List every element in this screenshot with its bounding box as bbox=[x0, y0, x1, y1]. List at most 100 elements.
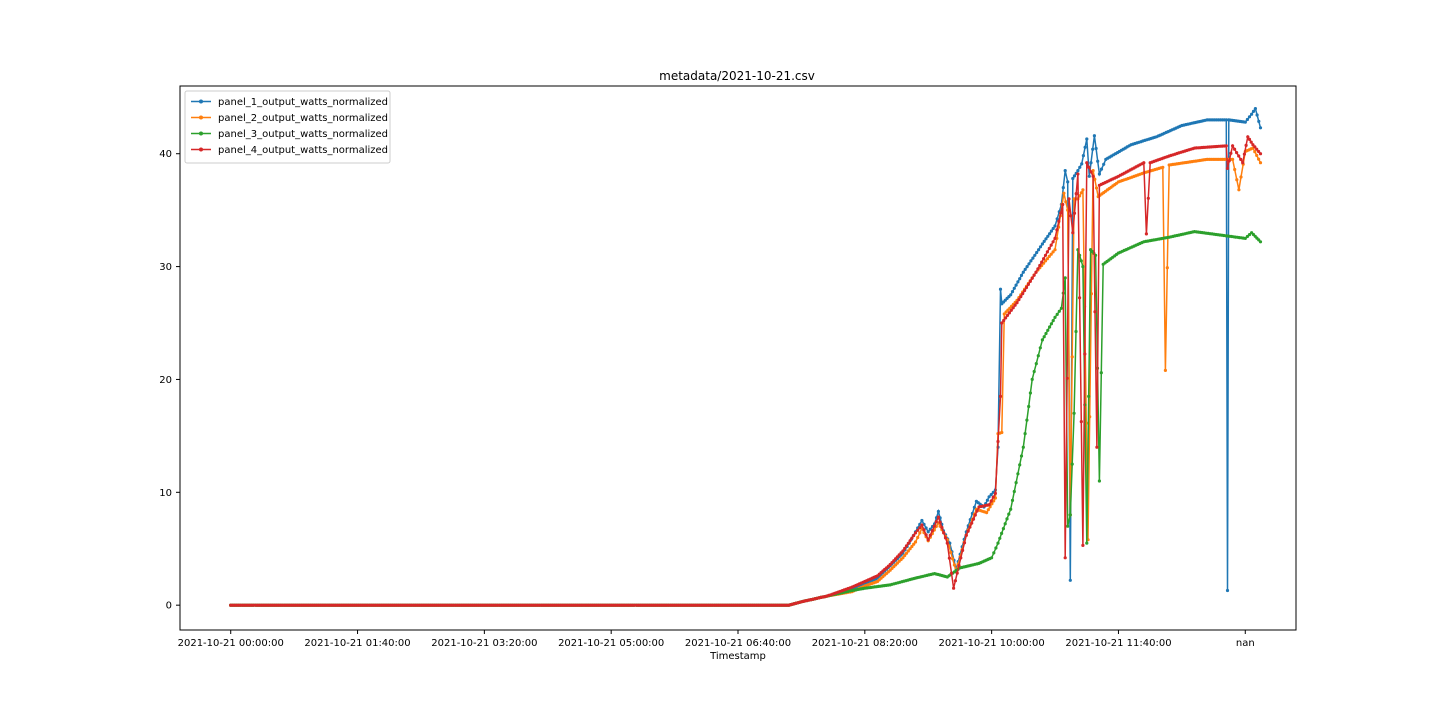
series-1-point bbox=[936, 509, 941, 514]
y-tick-label: 40 bbox=[159, 149, 172, 160]
series-4-point bbox=[1023, 288, 1027, 293]
x-tick-label: 2021-10-21 05:00:00 bbox=[558, 638, 664, 649]
series-4-point bbox=[913, 531, 918, 535]
series-4-point bbox=[1026, 282, 1030, 286]
series-1-point bbox=[1258, 126, 1263, 130]
series-2-point bbox=[1062, 191, 1066, 195]
series-3-point bbox=[1085, 541, 1089, 545]
series-3-point bbox=[1079, 259, 1083, 263]
series-4-point bbox=[926, 538, 930, 542]
series-4-point bbox=[1040, 260, 1044, 264]
series-1-point bbox=[1014, 283, 1018, 287]
series-3 bbox=[229, 230, 1263, 607]
series-4-point bbox=[942, 531, 946, 535]
series-4-point bbox=[1038, 263, 1042, 268]
series-2-point bbox=[1233, 167, 1237, 172]
series-1-point bbox=[1068, 578, 1072, 582]
series-4-point bbox=[934, 520, 938, 524]
series-4-point bbox=[1057, 219, 1061, 223]
series-1-point bbox=[985, 498, 990, 502]
series-4-point bbox=[922, 528, 926, 532]
series-1-point bbox=[1035, 250, 1039, 255]
series-4-point bbox=[1242, 152, 1246, 156]
series-3-point bbox=[1243, 236, 1247, 240]
series-4-point bbox=[1045, 250, 1049, 254]
series-3-point bbox=[1072, 411, 1076, 415]
series-2-point bbox=[1237, 188, 1241, 192]
x-axis: 2021-10-21 00:00:00 2021-10-21 01:40:00 20… bbox=[178, 630, 1255, 649]
series-4-point bbox=[1255, 147, 1259, 151]
series-4-point bbox=[920, 523, 924, 527]
series-3-point bbox=[1012, 489, 1016, 494]
series-2-point bbox=[1043, 259, 1048, 263]
series-4-point bbox=[1005, 313, 1010, 317]
legend-frame bbox=[184, 90, 391, 164]
series-4-point bbox=[910, 536, 914, 540]
series-4 bbox=[229, 134, 1263, 607]
series-2-point bbox=[1045, 257, 1049, 261]
series-3-point bbox=[1032, 369, 1036, 374]
x-tick-label: 2021-10-21 08:20:00 bbox=[812, 638, 918, 649]
series-3-point bbox=[1046, 328, 1050, 332]
series-4-point bbox=[1047, 246, 1051, 251]
series-4-point bbox=[1043, 253, 1048, 257]
series-1-point bbox=[1243, 120, 1247, 124]
series-4-point bbox=[938, 520, 942, 524]
series-1-point bbox=[1048, 232, 1052, 236]
series-1-point bbox=[1018, 277, 1022, 281]
series-4-point bbox=[1036, 267, 1040, 271]
series-1-point bbox=[1096, 159, 1100, 163]
series-4-point bbox=[1081, 543, 1085, 548]
series-4-point bbox=[1235, 151, 1239, 155]
series-4-point bbox=[1015, 301, 1019, 305]
series-3-point bbox=[1048, 325, 1052, 329]
series-2-point bbox=[951, 557, 955, 561]
series-3-point bbox=[1023, 432, 1027, 436]
series-1-point bbox=[1247, 115, 1252, 119]
series-1-point bbox=[1253, 107, 1257, 111]
series-4-point bbox=[1229, 151, 1233, 155]
series-4-point bbox=[1007, 311, 1012, 315]
series-1-point bbox=[1092, 134, 1096, 138]
series-3-point bbox=[1051, 319, 1055, 323]
series-4-point bbox=[930, 529, 934, 533]
series-1-point bbox=[1051, 226, 1055, 231]
series-1-point bbox=[1021, 270, 1025, 274]
series-3-point bbox=[1014, 481, 1018, 485]
series-4-point bbox=[912, 533, 916, 538]
y-tick-label: 10 bbox=[159, 488, 172, 499]
series-1-point bbox=[1049, 229, 1053, 233]
series-2-point bbox=[1079, 191, 1083, 195]
series-4-point bbox=[1083, 352, 1087, 356]
series-2-point bbox=[1161, 165, 1165, 169]
series-4-point bbox=[968, 525, 972, 529]
series-1-point bbox=[1087, 174, 1091, 178]
series-4-point bbox=[973, 513, 977, 517]
series-1-point bbox=[1102, 162, 1106, 166]
series-2-point bbox=[1235, 178, 1239, 182]
series-4-point bbox=[959, 556, 963, 560]
series-4-point bbox=[897, 553, 901, 557]
series-3-point bbox=[1038, 346, 1042, 350]
y-tick-label: 30 bbox=[159, 262, 172, 273]
series-3-point bbox=[990, 556, 994, 560]
series-4-point bbox=[964, 533, 968, 537]
legend: panel_1_output_watts_normalized panel_2_o… bbox=[184, 90, 391, 164]
series-4-point bbox=[904, 544, 909, 548]
series-1-point bbox=[1019, 273, 1024, 277]
plot-area bbox=[229, 106, 1263, 607]
series-4-point bbox=[932, 524, 936, 528]
series-4-point bbox=[1142, 161, 1146, 165]
series-4-point bbox=[1257, 149, 1261, 154]
series-3-point bbox=[1030, 377, 1034, 381]
series-1-point bbox=[1257, 119, 1261, 123]
series-4-point bbox=[1085, 161, 1089, 165]
series-4-point bbox=[947, 556, 952, 560]
series-4-point bbox=[1251, 143, 1255, 147]
series-4-point bbox=[1059, 211, 1063, 215]
series-1-point bbox=[1245, 117, 1249, 122]
series-1-point bbox=[1094, 146, 1098, 151]
series-2-point bbox=[1070, 355, 1074, 359]
series-4-point bbox=[996, 439, 1000, 444]
series-1-point bbox=[1046, 234, 1050, 238]
